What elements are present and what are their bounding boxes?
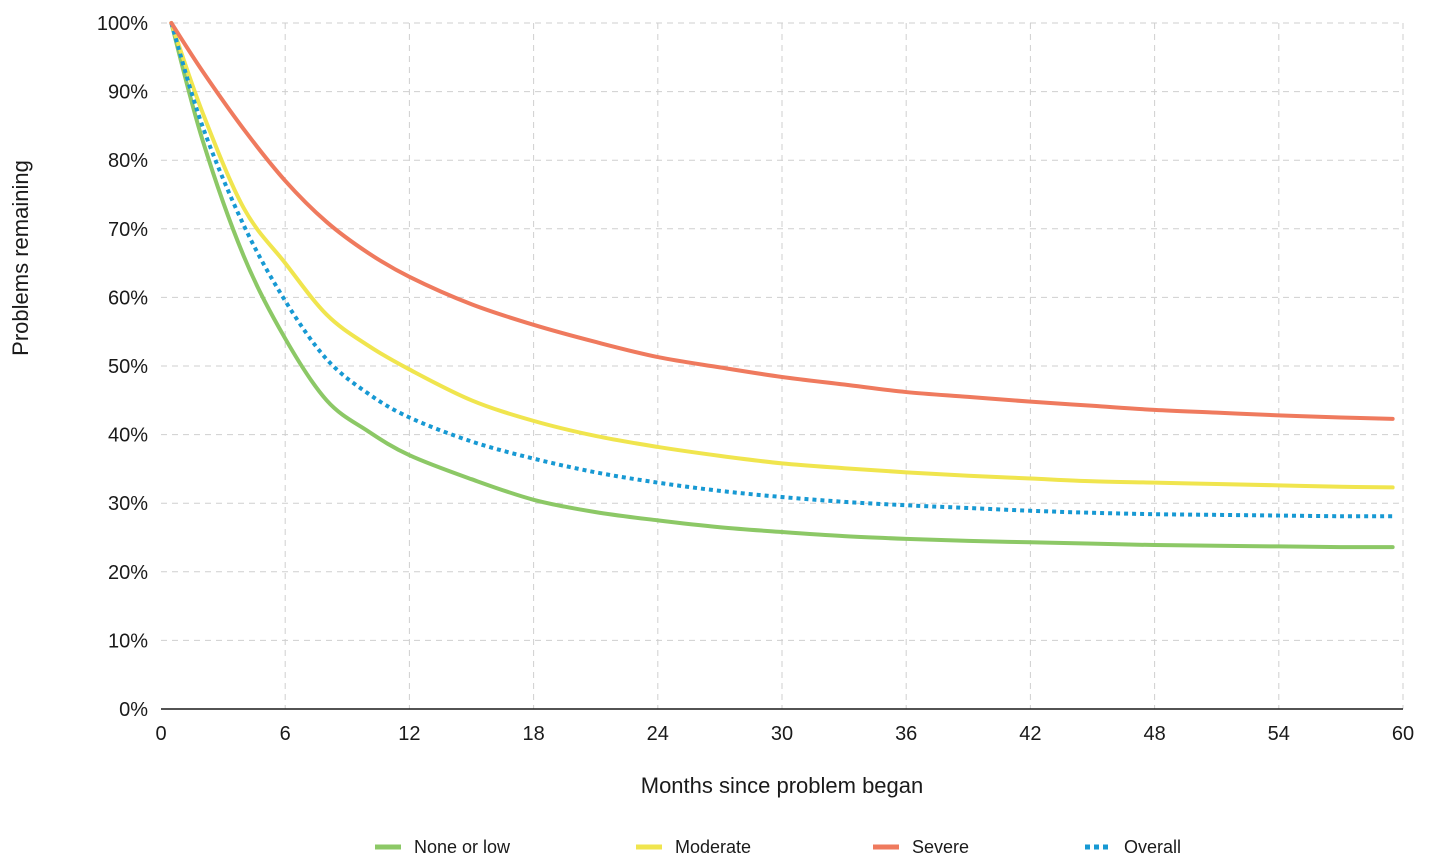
legend-label: None or low [414, 837, 511, 857]
x-tick-label: 42 [1019, 723, 1041, 745]
x-tick-label: 0 [155, 723, 166, 745]
y-tick-label: 0% [119, 699, 148, 721]
x-tick-label: 24 [647, 723, 669, 745]
y-axis-title: Problems remaining [8, 160, 33, 356]
series-line-moderate [169, 21, 1395, 490]
y-tick-label: 50% [108, 356, 148, 378]
series-line-none-or-low [169, 21, 1395, 550]
x-axis-ticks: 0 6 12 18 24 30 36 42 48 54 60 [155, 723, 1414, 745]
y-tick-label: 100% [97, 13, 148, 35]
x-axis-title: Months since problem began [641, 773, 924, 798]
legend-item-overall: Overall [1085, 837, 1181, 857]
x-tick-label: 12 [398, 723, 420, 745]
legend: None or low Moderate Severe Overall [375, 837, 1181, 857]
y-tick-label: 40% [108, 425, 148, 447]
x-tick-label: 36 [895, 723, 917, 745]
x-tick-label: 60 [1392, 723, 1414, 745]
series-lines [169, 21, 1395, 550]
y-tick-label: 90% [108, 82, 148, 104]
x-tick-label: 48 [1143, 723, 1165, 745]
series-line-overall [169, 22, 1393, 519]
series-line-severe [169, 21, 1395, 421]
x-tick-label: 6 [280, 723, 291, 745]
legend-label: Overall [1124, 837, 1181, 857]
legend-label: Moderate [675, 837, 751, 857]
gridlines [161, 22, 1404, 709]
y-tick-label: 80% [108, 150, 148, 172]
legend-label: Severe [912, 837, 969, 857]
x-tick-label: 54 [1268, 723, 1290, 745]
x-tick-label: 18 [522, 723, 544, 745]
y-axis-ticks: 0% 10% 20% 30% 40% 50% 60% 70% 80% 90% 100% [97, 13, 148, 721]
y-tick-label: 70% [108, 219, 148, 241]
y-tick-label: 30% [108, 493, 148, 515]
y-tick-label: 20% [108, 562, 148, 584]
y-tick-label: 10% [108, 630, 148, 652]
legend-item-moderate: Moderate [636, 837, 751, 857]
y-tick-label: 60% [108, 287, 148, 309]
x-tick-label: 30 [771, 723, 793, 745]
legend-item-severe: Severe [873, 837, 969, 857]
legend-item-none-or-low: None or low [375, 837, 511, 857]
